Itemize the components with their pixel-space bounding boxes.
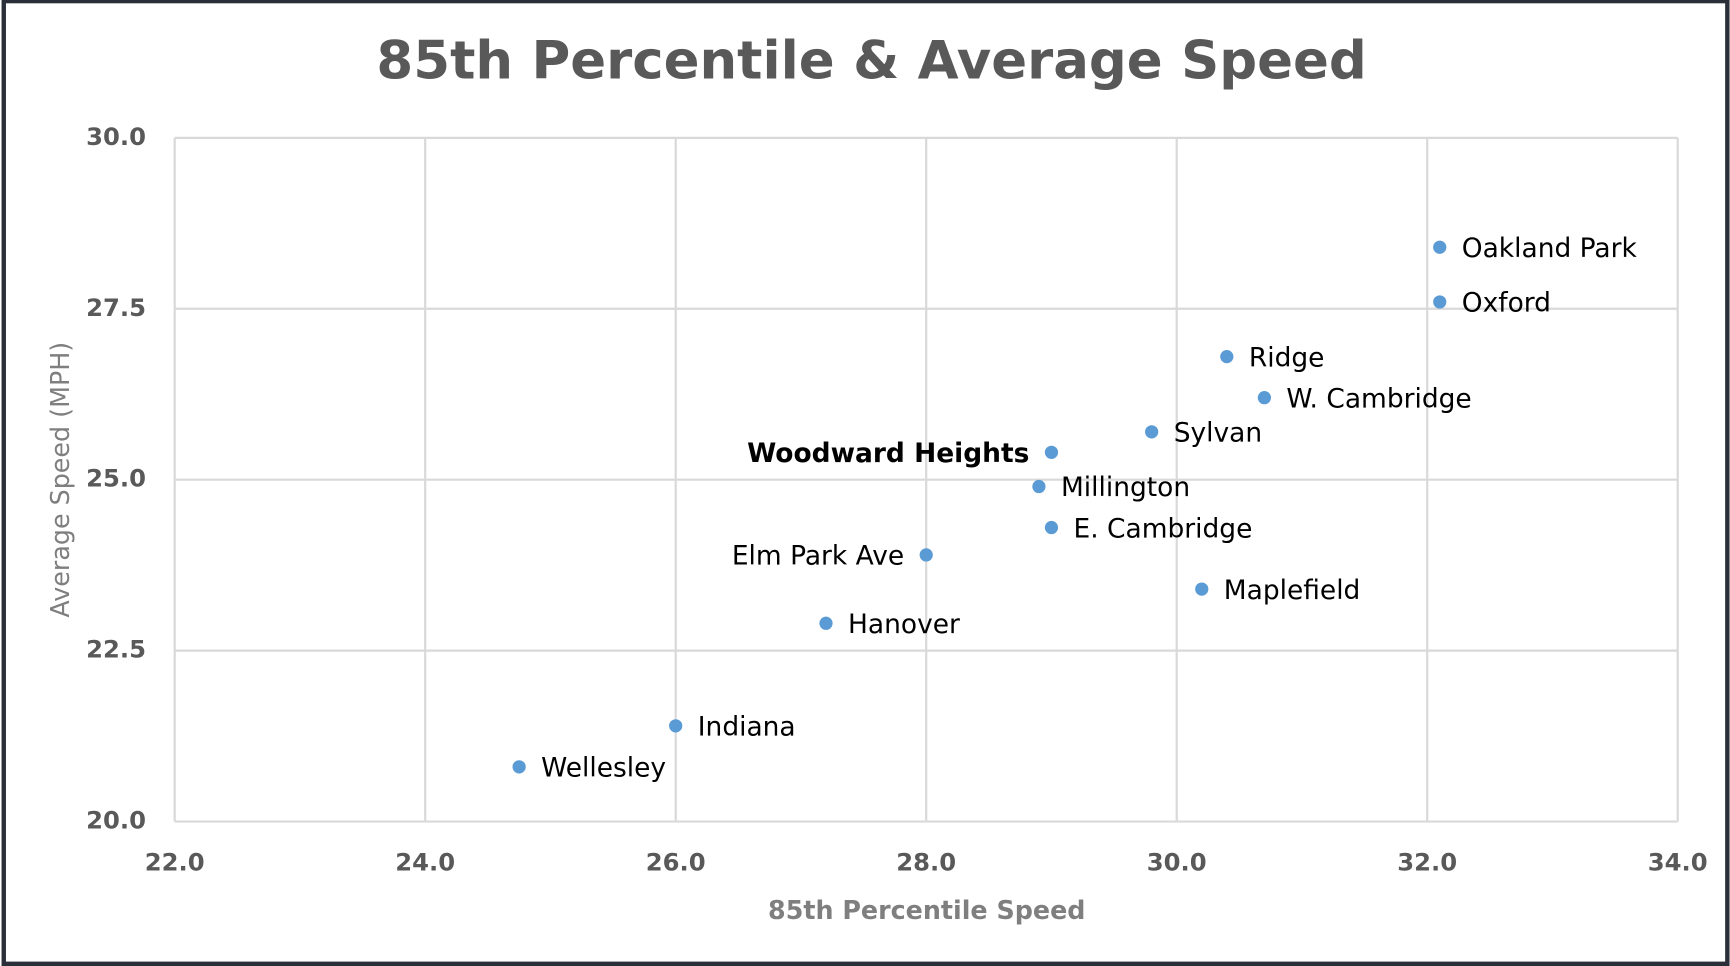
point [1145, 425, 1159, 439]
point [819, 616, 833, 630]
point [1195, 582, 1209, 596]
y-tick-label: 30.0 [86, 122, 146, 151]
y-tick-label: 20.0 [86, 806, 146, 835]
x-tick-label: 32.0 [1397, 847, 1457, 876]
point-label: Oakland Park [1462, 233, 1638, 264]
y-tick-label: 25.0 [86, 464, 146, 493]
chart-title: 85th Percentile & Average Speed [376, 31, 1366, 92]
y-tick-label: 22.5 [86, 635, 146, 664]
point-label: E. Cambridge [1074, 513, 1253, 544]
x-tick-label: 30.0 [1147, 847, 1207, 876]
point [669, 719, 683, 733]
x-tick-label: 34.0 [1648, 847, 1708, 876]
point-label: Maplefield [1224, 575, 1361, 606]
y-tick-label: 27.5 [86, 293, 146, 322]
x-tick-label: 28.0 [896, 847, 956, 876]
point [1433, 240, 1447, 254]
point [1044, 520, 1059, 535]
point-label: Sylvan [1174, 418, 1262, 449]
point-label: Hanover [848, 609, 960, 640]
point-label: Wellesley [541, 753, 666, 784]
point-label: Indiana [698, 712, 796, 743]
point-label: Millington [1061, 472, 1190, 503]
point-label: Oxford [1462, 288, 1551, 319]
x-axis-label: 85th Percentile Speed [768, 895, 1085, 925]
point-label: W. Cambridge [1286, 383, 1471, 414]
point [1032, 479, 1046, 494]
point-label: Elm Park Ave [732, 541, 904, 572]
x-tick-label: 22.0 [145, 847, 205, 876]
x-tick-label: 24.0 [395, 847, 455, 876]
point [1044, 445, 1059, 459]
point-label: Ridge [1249, 342, 1325, 373]
point [1433, 295, 1447, 309]
x-tick-label: 26.0 [646, 847, 706, 876]
point [512, 760, 526, 774]
point [1257, 391, 1272, 405]
point-label: Woodward Heights [747, 438, 1029, 469]
y-axis-label: Average Speed (MPH) [45, 342, 75, 618]
point [919, 548, 933, 562]
point [1220, 350, 1234, 364]
